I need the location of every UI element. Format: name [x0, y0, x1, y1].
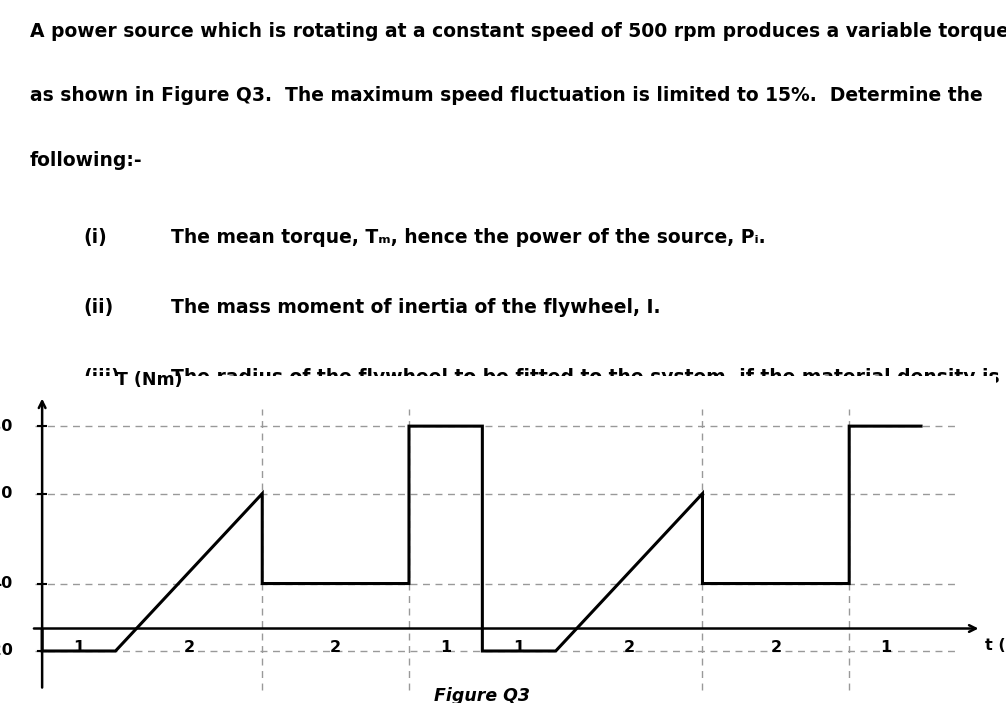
Text: 1: 1	[440, 640, 452, 654]
Text: as shown in Figure Q3.  The maximum speed fluctuation is limited to 15%.  Determ: as shown in Figure Q3. The maximum speed…	[30, 86, 983, 105]
Text: 2: 2	[183, 640, 194, 654]
Text: A power source which is rotating at a constant speed of 500 rpm produces a varia: A power source which is rotating at a co…	[30, 22, 1006, 41]
Text: 1: 1	[73, 640, 85, 654]
Text: kg/m³ and the ratio of radius to thickness is 3.: kg/m³ and the ratio of radius to thickne…	[171, 425, 663, 444]
Text: 120: 120	[0, 486, 13, 501]
Text: Figure Q3: Figure Q3	[435, 687, 530, 703]
Text: – 20: – 20	[0, 643, 13, 659]
Text: 1: 1	[513, 640, 524, 654]
Text: t (sec): t (sec)	[985, 638, 1006, 652]
Text: 1: 1	[880, 640, 891, 654]
Text: The mass moment of inertia of the flywheel, I.: The mass moment of inertia of the flywhe…	[171, 298, 661, 317]
Text: T (Nm): T (Nm)	[116, 371, 182, 389]
Text: The radius of the flywheel to be fitted to the system, if the material density i: The radius of the flywheel to be fitted …	[171, 368, 1006, 387]
Text: following:-: following:-	[30, 150, 143, 169]
Text: The mean torque, Tₘ, hence the power of the source, Pᵢ.: The mean torque, Tₘ, hence the power of …	[171, 228, 766, 247]
Text: 2: 2	[624, 640, 635, 654]
Text: 40: 40	[0, 576, 13, 591]
Text: (i): (i)	[83, 228, 108, 247]
Text: 2: 2	[771, 640, 782, 654]
Text: 2: 2	[330, 640, 341, 654]
Text: (ii): (ii)	[83, 298, 114, 317]
Text: 180: 180	[0, 418, 13, 434]
Text: (iii): (iii)	[83, 368, 121, 387]
